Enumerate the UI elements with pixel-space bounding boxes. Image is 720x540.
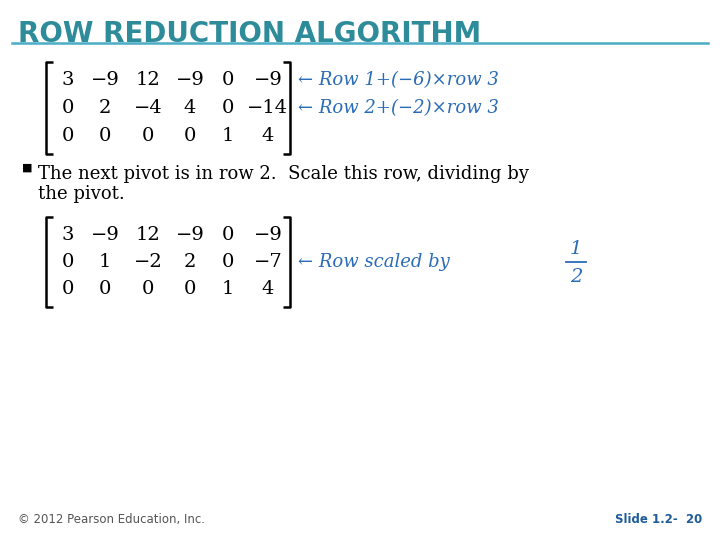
Text: 1: 1 xyxy=(99,253,111,271)
Text: 0: 0 xyxy=(142,127,154,145)
Text: 1: 1 xyxy=(570,240,582,258)
Text: © 2012 Pearson Education, Inc.: © 2012 Pearson Education, Inc. xyxy=(18,513,205,526)
Text: ← Row 2+(−2)×row 3: ← Row 2+(−2)×row 3 xyxy=(298,99,499,117)
Text: 1: 1 xyxy=(222,280,234,298)
Text: 0: 0 xyxy=(99,280,111,298)
Text: −9: −9 xyxy=(176,71,204,89)
Text: 0: 0 xyxy=(62,99,74,117)
Text: 2: 2 xyxy=(184,253,196,271)
Text: 0: 0 xyxy=(222,99,234,117)
Text: ← Row 1+(−6)×row 3: ← Row 1+(−6)×row 3 xyxy=(298,71,499,89)
Text: Slide 1.2-  20: Slide 1.2- 20 xyxy=(615,513,702,526)
Text: 12: 12 xyxy=(135,71,161,89)
Text: 0: 0 xyxy=(62,253,74,271)
Text: 1: 1 xyxy=(222,127,234,145)
Text: 0: 0 xyxy=(99,127,111,145)
Text: −9: −9 xyxy=(253,71,282,89)
Text: 0: 0 xyxy=(62,280,74,298)
Text: 0: 0 xyxy=(62,127,74,145)
Text: ROW REDUCTION ALGORITHM: ROW REDUCTION ALGORITHM xyxy=(18,20,481,48)
Text: −9: −9 xyxy=(176,226,204,244)
Text: −7: −7 xyxy=(253,253,282,271)
Text: −4: −4 xyxy=(134,99,163,117)
Text: The next pivot is in row 2.  Scale this row, dividing by: The next pivot is in row 2. Scale this r… xyxy=(38,165,529,183)
Text: the pivot.: the pivot. xyxy=(38,185,125,203)
Text: 0: 0 xyxy=(184,280,196,298)
Text: 0: 0 xyxy=(222,226,234,244)
Text: −9: −9 xyxy=(253,226,282,244)
Text: 2: 2 xyxy=(99,99,111,117)
Text: 4: 4 xyxy=(262,280,274,298)
Text: 12: 12 xyxy=(135,226,161,244)
Text: −2: −2 xyxy=(134,253,163,271)
Text: −9: −9 xyxy=(91,226,120,244)
Text: 3: 3 xyxy=(62,226,74,244)
Text: −9: −9 xyxy=(91,71,120,89)
Text: 3: 3 xyxy=(62,71,74,89)
Text: −14: −14 xyxy=(248,99,289,117)
Text: 4: 4 xyxy=(184,99,196,117)
Text: 0: 0 xyxy=(142,280,154,298)
Text: 0: 0 xyxy=(184,127,196,145)
Text: 4: 4 xyxy=(262,127,274,145)
Text: 0: 0 xyxy=(222,71,234,89)
Text: 2: 2 xyxy=(570,268,582,286)
Text: 0: 0 xyxy=(222,253,234,271)
Text: ■: ■ xyxy=(22,163,32,173)
Text: ← Row scaled by: ← Row scaled by xyxy=(298,253,456,271)
